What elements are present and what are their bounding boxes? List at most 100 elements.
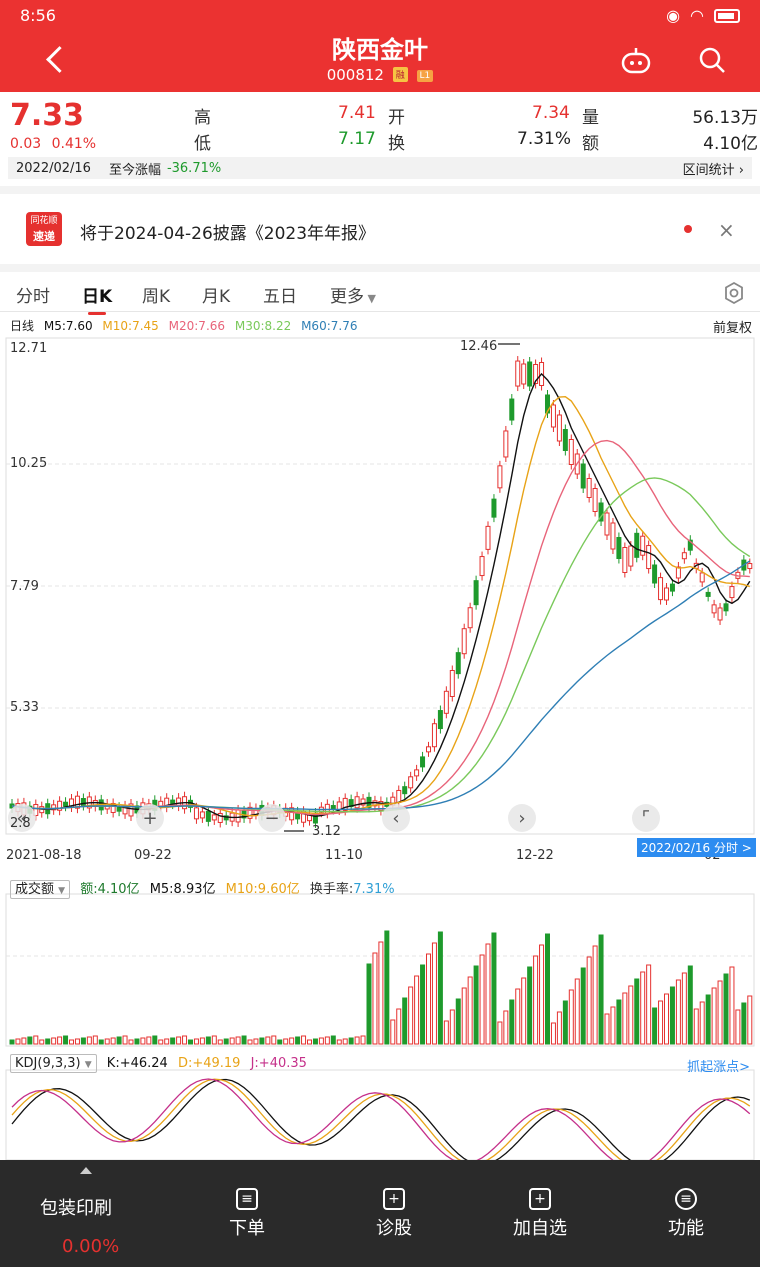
candle-body <box>217 812 223 823</box>
catch-rise-link[interactable]: 抓起涨点> <box>687 1060 750 1075</box>
ma10-value: M10:7.45 <box>102 319 159 333</box>
volume-bar <box>723 973 729 1045</box>
tab-weekly-k[interactable]: 周K <box>142 287 171 307</box>
rewind-icon[interactable] <box>8 804 36 832</box>
candle-body <box>723 603 729 612</box>
volume-panel-frame <box>5 893 755 1047</box>
search-icon[interactable] <box>698 46 726 74</box>
diagnose-button[interactable]: + 诊股 <box>344 1188 444 1240</box>
volume-bar <box>598 934 604 1045</box>
settings-icon[interactable] <box>722 281 746 305</box>
close-icon[interactable]: × <box>718 218 735 242</box>
volume-bar <box>45 1038 51 1045</box>
volume-bar <box>533 955 539 1045</box>
zoom-in-icon[interactable] <box>136 804 164 832</box>
stock-code: 000812 <box>326 66 384 84</box>
volume-bar <box>437 931 443 1045</box>
notice-text[interactable]: 将于2024-04-26披露《2023年年报》 <box>80 224 376 244</box>
range-bar[interactable]: 2022/02/16 至今涨幅 -36.71% 区间统计 › <box>8 157 752 179</box>
volume-bar <box>455 998 461 1045</box>
status-bar: 8:56 ◉ ◠ <box>0 0 760 32</box>
volume-indicator-select[interactable]: 成交额 ▼ <box>10 880 71 899</box>
volume-bar <box>521 977 527 1045</box>
zoom-out-icon[interactable] <box>258 804 286 832</box>
volume-bar <box>426 953 431 1045</box>
candle-body <box>592 488 598 512</box>
dropdown-icon: ▼ <box>364 292 376 305</box>
sector-pct: 0.00% <box>62 1236 120 1257</box>
candle-body <box>580 463 586 489</box>
tab-five-day[interactable]: 五日 <box>263 287 297 307</box>
candle-body <box>402 786 408 795</box>
kdj-indicator-select[interactable]: KDJ(9,3,3) ▼ <box>10 1054 97 1073</box>
ma60-value: M60:7.76 <box>301 319 358 333</box>
candle-body <box>443 690 449 714</box>
volume-bar <box>98 1039 104 1045</box>
crosshair-date-tag[interactable]: 2022/02/16 分时 > <box>637 838 756 857</box>
function-button[interactable]: ≡ 功能 <box>636 1188 736 1240</box>
tab-more[interactable]: 更多 ▼ <box>330 287 376 307</box>
volume-bar <box>86 1036 92 1045</box>
volume-bar <box>592 945 598 1045</box>
candle-body <box>550 404 556 428</box>
volume-bar <box>420 964 426 1045</box>
candle-body <box>640 535 646 556</box>
change-value: 0.03 <box>10 136 42 152</box>
candle-body <box>342 797 348 811</box>
next-icon[interactable] <box>508 804 536 832</box>
candle-body <box>116 806 122 812</box>
dropdown-icon: ▼ <box>84 1060 92 1070</box>
fullscreen-icon[interactable] <box>632 804 660 832</box>
volume-bar <box>63 1035 69 1045</box>
candle-body <box>562 429 568 451</box>
caret-up-icon[interactable] <box>80 1167 92 1174</box>
volume-bar <box>556 1011 562 1045</box>
volume-bar <box>491 932 497 1045</box>
kdj-line <box>11 1078 751 1160</box>
volume-bar <box>283 1038 289 1045</box>
add-watchlist-button[interactable]: + 加自选 <box>490 1188 590 1240</box>
candle-body <box>485 525 491 550</box>
volume-bar <box>318 1037 324 1045</box>
volume-bar <box>158 1039 164 1045</box>
volume-bar <box>497 1021 503 1045</box>
volume-bar <box>747 995 753 1045</box>
tab-monthly-k[interactable]: 月K <box>202 287 231 307</box>
candle-body <box>681 552 687 560</box>
candle-body <box>128 803 134 817</box>
eye-icon: ◉ <box>666 6 681 25</box>
volume-bar <box>140 1037 146 1045</box>
candle-body <box>747 563 753 570</box>
candle-body <box>51 804 57 811</box>
zoom-in-icon-glyph: + <box>142 808 157 829</box>
volume-bar <box>336 1039 342 1045</box>
tab-minute[interactable]: 分时 <box>16 287 50 307</box>
adjust-mode[interactable]: 前复权 <box>712 321 752 336</box>
volume-bar <box>152 1035 158 1045</box>
candle-body <box>211 814 217 821</box>
volume-bar <box>693 1008 699 1045</box>
volume-bar <box>431 942 437 1045</box>
volume-bar <box>170 1037 176 1045</box>
candle-body <box>521 363 527 385</box>
unread-dot <box>684 225 692 233</box>
ma-period-label: 日线 <box>10 319 35 333</box>
prev-icon[interactable] <box>382 804 410 832</box>
kdj-line <box>11 1078 751 1160</box>
candle-body <box>396 789 402 803</box>
sector-name[interactable]: 包装印刷 <box>40 1198 112 1219</box>
candle-body <box>717 607 723 621</box>
volume-bar <box>485 943 491 1045</box>
robot-icon[interactable] <box>620 46 652 74</box>
candle-body <box>110 802 116 813</box>
candle-body <box>664 587 669 601</box>
volume-bar <box>699 1001 705 1045</box>
order-button[interactable]: ≡ 下单 <box>197 1188 297 1240</box>
volume-bar <box>658 1000 664 1045</box>
volume-bar <box>550 1022 556 1045</box>
volume-bar <box>188 1039 193 1045</box>
range-stats-link[interactable]: 区间统计 › <box>682 162 744 178</box>
volume-bar <box>735 1009 741 1045</box>
tab-daily-k[interactable]: 日K <box>82 282 112 315</box>
kline-chart[interactable]: « + − ‹ › ⌜ <box>0 334 760 1160</box>
